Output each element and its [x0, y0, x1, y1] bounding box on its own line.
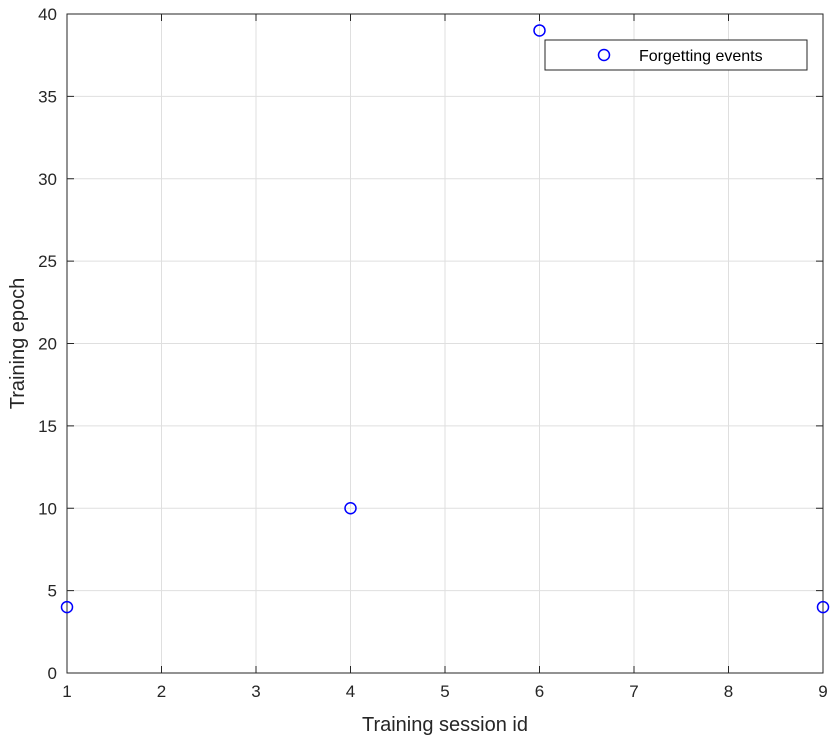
tick-labels: 1 2 3 4 5 6 7 8 9 0 5 10 15 20 25 30 35 40 — [38, 5, 828, 701]
y-axis-label: Training epoch — [7, 278, 29, 410]
x-tick-label-8: 8 — [724, 682, 733, 701]
legend-entry-forgetting-events: Forgetting events — [639, 48, 763, 65]
legend-box — [544, 39, 808, 71]
x-tick-label-9: 9 — [818, 682, 827, 701]
data-point-0-1 — [344, 502, 357, 515]
x-tick-label-6: 6 — [535, 682, 544, 701]
x-tick-label-1: 1 — [62, 682, 71, 701]
y-tick-label-0: 0 — [48, 664, 57, 683]
legend: Forgetting events — [544, 39, 808, 71]
x-tick-label-2: 2 — [157, 682, 166, 701]
x-tick-label-4: 4 — [346, 682, 355, 701]
y-tick-label-35: 35 — [38, 87, 57, 106]
y-tick-label-40: 40 — [38, 5, 57, 24]
y-tick-label-25: 25 — [38, 252, 57, 271]
data-point-0-2 — [533, 24, 546, 37]
y-tick-label-10: 10 — [38, 499, 57, 518]
y-tick-label-5: 5 — [48, 582, 57, 601]
data-point-0-3 — [816, 600, 830, 614]
x-tick-label-7: 7 — [629, 682, 638, 701]
data-points — [60, 24, 830, 614]
x-tick-label-5: 5 — [440, 682, 449, 701]
x-tick-label-3: 3 — [251, 682, 260, 701]
x-axis-label: Training session id — [362, 714, 528, 736]
tick-marks — [66, 13, 824, 674]
y-tick-label-15: 15 — [38, 417, 57, 436]
y-tick-label-20: 20 — [38, 335, 57, 354]
y-tick-label-30: 30 — [38, 170, 57, 189]
legend-marker-circle — [597, 48, 611, 62]
data-point-0-0 — [60, 600, 74, 614]
